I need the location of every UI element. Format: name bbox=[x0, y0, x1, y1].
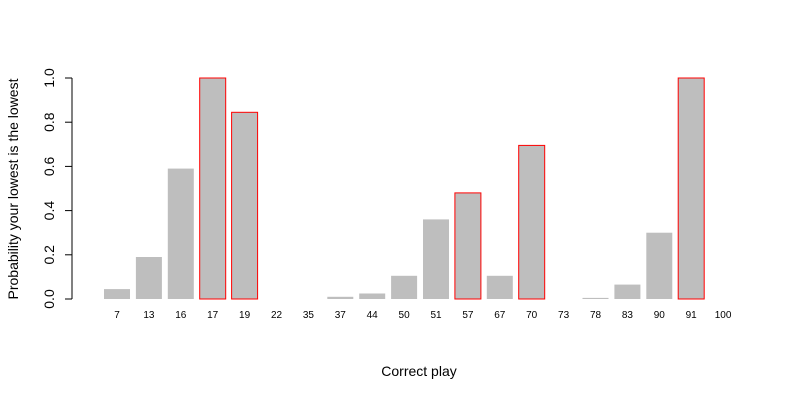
x-tick-label: 35 bbox=[303, 310, 315, 321]
bar-highlighted bbox=[677, 77, 705, 300]
bar-highlighted bbox=[199, 77, 227, 300]
x-tick-label: 19 bbox=[239, 310, 251, 321]
bar bbox=[391, 275, 418, 299]
bar bbox=[423, 219, 449, 299]
bar bbox=[167, 168, 194, 299]
x-tick-label: 70 bbox=[526, 310, 538, 321]
bars bbox=[104, 77, 705, 300]
y-tick-label: 0.0 bbox=[41, 289, 57, 309]
x-tick-label: 16 bbox=[175, 310, 187, 321]
bar bbox=[104, 289, 130, 299]
bar bbox=[359, 293, 386, 299]
x-tick-label: 83 bbox=[622, 310, 634, 321]
y-tick-label: 1.0 bbox=[41, 68, 57, 88]
bar bbox=[486, 275, 513, 299]
bar-highlighted bbox=[518, 144, 546, 300]
bar-highlighted bbox=[231, 111, 259, 300]
bar bbox=[327, 296, 354, 299]
x-tick-label: 67 bbox=[494, 310, 506, 321]
x-tick-label: 13 bbox=[143, 310, 155, 321]
x-axis-title: Correct play bbox=[381, 363, 456, 379]
x-tick-label: 44 bbox=[367, 310, 379, 321]
y-tick-label: 0.6 bbox=[41, 156, 57, 176]
x-tick-label: 78 bbox=[590, 310, 602, 321]
x-tick-label: 37 bbox=[335, 310, 347, 321]
x-tick-label: 22 bbox=[271, 310, 283, 321]
y-tick-label: 0.4 bbox=[41, 201, 57, 221]
x-tick-label: 73 bbox=[558, 310, 570, 321]
y-tick-label: 0.8 bbox=[41, 112, 57, 132]
x-tick-label: 100 bbox=[715, 310, 732, 321]
x-tick-label: 50 bbox=[399, 310, 411, 321]
y-ticks: 0.0 0.2 0.4 0.6 0.8 1.0 bbox=[41, 68, 72, 309]
bar bbox=[614, 284, 641, 299]
x-tick-label: 17 bbox=[207, 310, 219, 321]
bar bbox=[582, 297, 609, 299]
bar bbox=[135, 257, 162, 299]
x-tick-label: 91 bbox=[686, 310, 698, 321]
x-tick-labels: 7 13 16 17 19 22 35 37 44 50 51 57 67 70 73 78 83 90 91 100 bbox=[114, 310, 732, 321]
x-tick-label: 57 bbox=[462, 310, 474, 321]
bar-highlighted bbox=[454, 192, 482, 300]
x-tick-label: 51 bbox=[430, 310, 442, 321]
x-tick-label: 7 bbox=[114, 310, 120, 321]
bar bbox=[646, 232, 673, 299]
x-tick-label: 90 bbox=[654, 310, 666, 321]
y-axis-title: Probability your lowest is the lowest bbox=[5, 78, 21, 299]
y-tick-label: 0.2 bbox=[41, 245, 57, 265]
